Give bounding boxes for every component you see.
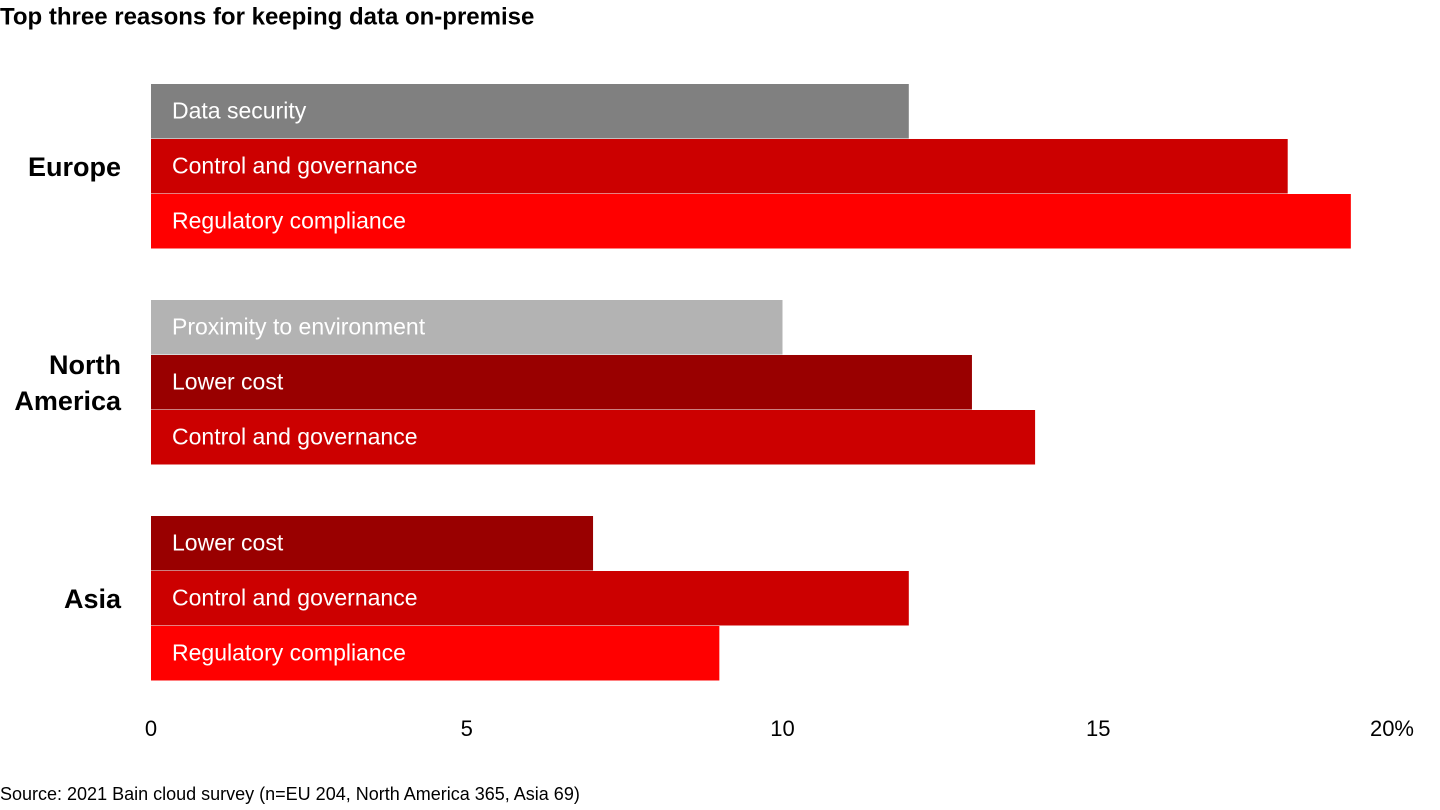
bar: [151, 626, 720, 681]
bar-label: Lower cost: [172, 368, 284, 394]
x-tick-label: 10: [770, 716, 794, 741]
bar-label: Control and governance: [172, 584, 418, 610]
x-tick-label: 5: [461, 716, 473, 741]
bar-label: Control and governance: [172, 152, 418, 178]
bar-label: Regulatory compliance: [172, 639, 406, 665]
bar: [151, 84, 909, 139]
group-label: North America: [14, 349, 121, 416]
bar-label: Control and governance: [172, 423, 418, 449]
bar-label: Data security: [172, 97, 307, 123]
source-note: Source: 2021 Bain cloud survey (n=EU 204…: [0, 784, 580, 804]
bar: [151, 571, 909, 626]
bar: [151, 300, 783, 355]
bar-label: Regulatory compliance: [172, 207, 406, 233]
bar: [151, 410, 1036, 465]
bar-label: Lower cost: [172, 529, 284, 555]
group-label: Asia: [63, 583, 121, 614]
bar: [151, 139, 1288, 194]
x-tick-label: 0: [145, 716, 157, 741]
group-label: Europe: [27, 151, 121, 182]
bar: [151, 516, 594, 571]
bar: [151, 355, 972, 410]
chart-title: Top three reasons for keeping data on-pr…: [0, 3, 534, 30]
bar: [151, 194, 1351, 249]
x-tick-label: 15: [1086, 716, 1110, 741]
x-tick-label: 20%: [1370, 716, 1414, 741]
bar-label: Proximity to environment: [172, 313, 426, 339]
